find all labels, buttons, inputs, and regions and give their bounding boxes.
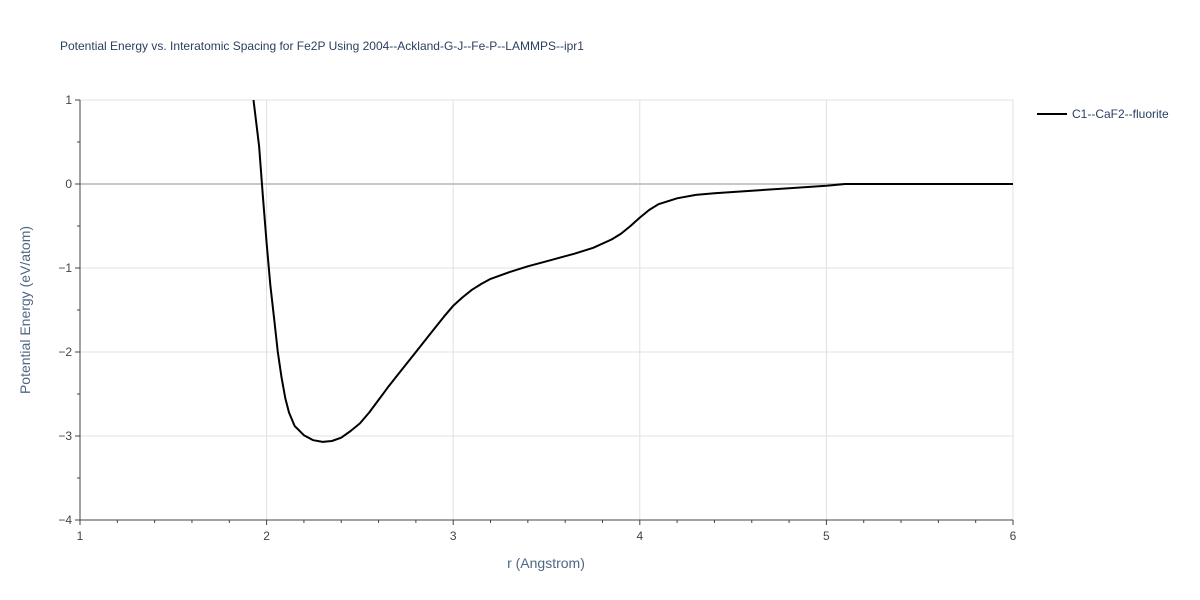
y-tick-label: 1 [65,93,72,107]
x-tick-label: 6 [1010,529,1017,543]
x-tick-label: 3 [450,529,457,543]
legend-label: C1--CaF2--fluorite [1072,107,1169,121]
x-tick-label: 5 [823,529,830,543]
y-axis-title: Potential Energy (eV/atom) [17,226,33,394]
x-tick-label: 1 [77,529,84,543]
x-tick-label: 2 [263,529,270,543]
x-axis-title: r (Angstrom) [507,555,585,571]
y-tick-label: 0 [65,177,72,191]
gridlines [80,99,1014,520]
legend[interactable]: C1--CaF2--fluorite [1037,107,1169,121]
axes: 1 2 3 4 5 6 −4 −3 −2 −1 0 1 [58,93,1016,543]
y-tick-label: −1 [58,261,72,275]
series-layer [252,100,1013,443]
chart-title: Potential Energy vs. Interatomic Spacing… [60,39,584,53]
x-tick-label: 4 [636,529,643,543]
y-tick-label: −2 [58,345,72,359]
y-tick-label: −4 [58,513,72,527]
y-tick-label: −3 [58,429,72,443]
series-line [252,100,1013,443]
